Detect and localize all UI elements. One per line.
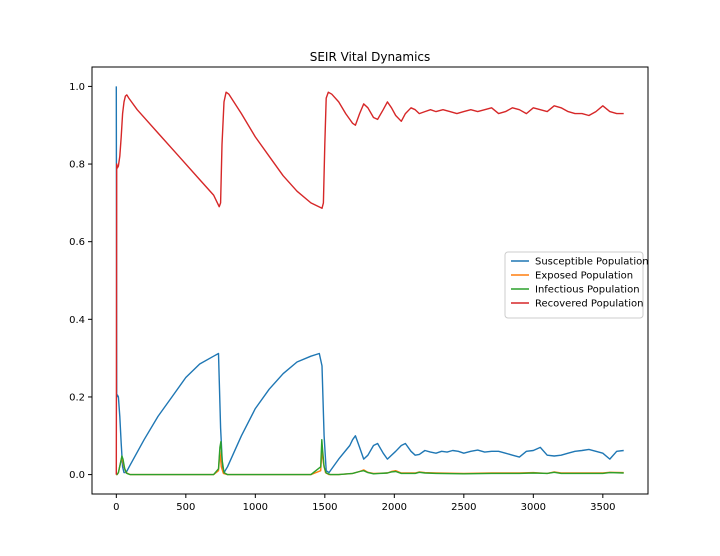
x-tick-label: 500 [176,502,195,513]
y-tick-label: 1.0 [69,82,85,93]
x-tick-label: 2500 [451,502,476,513]
legend-label-recovered-population: Recovered Population [535,299,643,310]
legend-label-exposed-population: Exposed Population [535,271,633,282]
y-tick-label: 0.0 [69,470,85,481]
x-tick-label: 0 [113,502,119,513]
y-tick-label: 0.6 [69,237,85,248]
legend-label-susceptible-population: Susceptible Population [535,257,649,268]
axes-frame [91,66,649,495]
x-tick-label: 3500 [590,502,615,513]
legend: Susceptible Population Exposed Population… [504,251,649,319]
x-tick-label: 3000 [521,502,546,513]
series-line-infectious-population [116,439,624,476]
legend-box [504,251,644,319]
series-line-exposed-population [116,448,624,476]
plot-area [115,86,624,476]
y-axis: 0.0 0.2 0.4 0.6 0.8 1.0 [69,82,92,481]
legend-label-infectious-population: Infectious Population [535,285,640,296]
chart-title: SEIR Vital Dynamics [310,50,431,64]
x-tick-label: 1000 [243,502,268,513]
y-tick-label: 0.2 [69,392,85,403]
x-tick-label: 2000 [382,502,407,513]
x-tick-label: 1500 [312,502,337,513]
series-line-recovered-population [115,91,624,475]
y-tick-label: 0.4 [69,315,85,326]
y-tick-label: 0.8 [69,160,85,171]
series-line-susceptible-population [115,86,624,474]
x-axis: 0 500 1000 1500 2000 2500 3000 3500 [113,494,616,513]
